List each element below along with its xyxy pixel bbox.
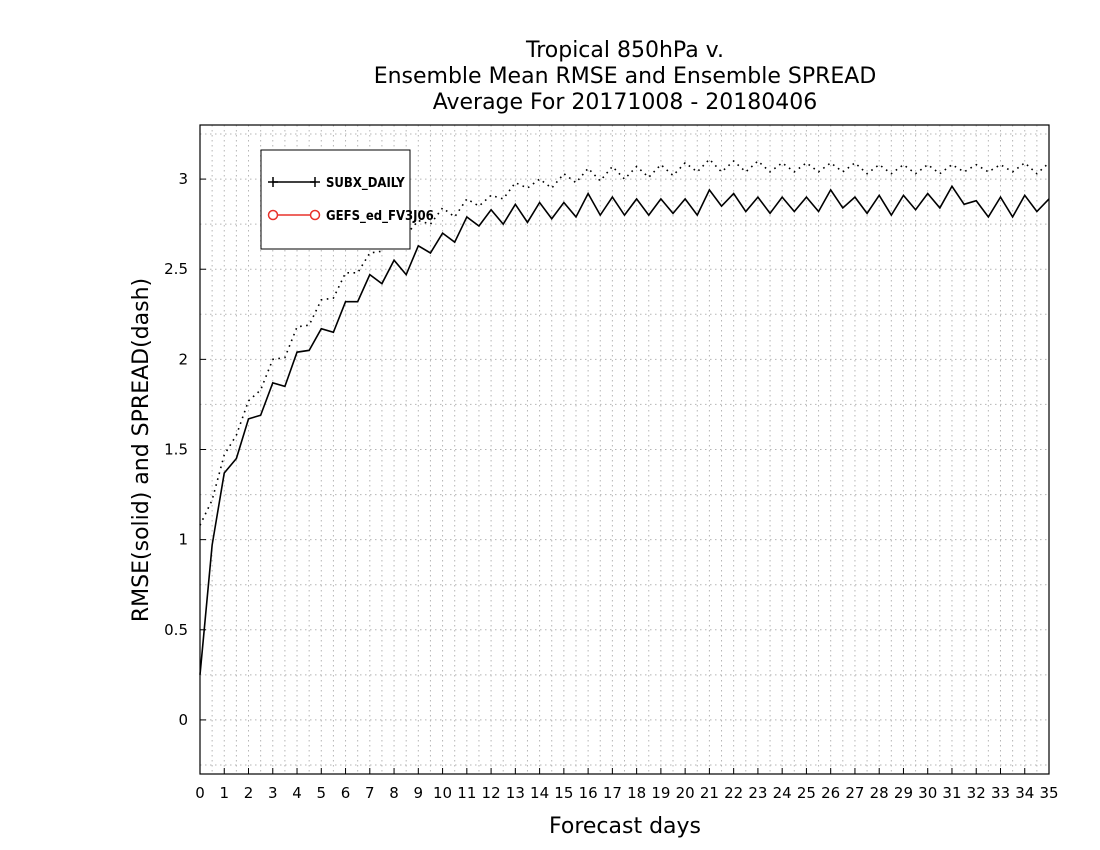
y-tick-label: 2.5 [164,260,188,278]
y-tick-label: 0.5 [164,621,188,639]
x-tick-label: 5 [317,784,327,802]
x-tick-label: 0 [195,784,205,802]
plus-marker-icon [268,177,320,187]
x-axis-label: Forecast days [549,814,701,839]
circle-marker-icon [267,209,279,221]
circle-marker-icon [309,209,321,221]
x-tick-label: 32 [967,784,986,802]
x-tick-label: 35 [1039,784,1058,802]
x-tick-label: 1 [219,784,229,802]
x-tick-label: 15 [554,784,573,802]
x-tick-label: 27 [845,784,864,802]
x-tick-label: 8 [389,784,399,802]
x-tick-label: 23 [748,784,767,802]
y-tick-label: 1 [178,531,188,549]
x-tick-label: 22 [724,784,743,802]
x-tick-label: 16 [579,784,598,802]
x-tick-label: 18 [627,784,646,802]
y-axis-label: RMSE(solid) and SPREAD(dash) [129,278,154,622]
x-tick-label: 20 [676,784,695,802]
chart-title-line-3: Average For 20171008 - 20180406 [433,90,818,115]
x-tick-label: 24 [773,784,792,802]
y-tick-label: 3 [178,170,188,188]
y-tick-label: 0 [178,711,188,729]
x-tick-label: 26 [821,784,840,802]
series-line-spread [199,158,1050,526]
x-tick-label: 9 [414,784,424,802]
series-line-rmse [199,184,1050,675]
x-tick-label: 19 [651,784,670,802]
legend: SUBX_DAILY GEFS_ed_FV3J06 [260,149,434,250]
y-tick-label: 1.5 [164,441,188,459]
x-tick-label: 17 [603,784,622,802]
legend-box [260,149,411,250]
x-tick-label: 10 [433,784,452,802]
x-tick-label: 33 [991,784,1010,802]
x-tick-label: 7 [365,784,375,802]
series-layer [199,158,1050,675]
x-tick-label: 12 [482,784,501,802]
x-tick-label: 2 [244,784,254,802]
chart-title-line-1: Tropical 850hPa v. [525,38,724,63]
grid [200,125,1049,774]
legend-item-subx: SUBX_DAILY [268,176,405,191]
x-axis: 0 1 2 3 4 5 6 7 8 9 10 11 12 13 14 15 16 17 18 19 20 21 22 23 24… [195,768,1059,802]
y-tick-label: 2 [178,350,188,368]
x-tick-label: 13 [506,784,525,802]
x-tick-label: 14 [530,784,549,802]
x-tick-label: 25 [797,784,816,802]
y-axis: 0 0.5 1 1.5 2 2.5 3 [164,170,206,729]
legend-label-gefs: GEFS_ed_FV3J06 [326,209,434,224]
x-tick-label: 31 [942,784,961,802]
x-tick-label: 29 [894,784,913,802]
x-tick-label: 11 [457,784,476,802]
x-tick-label: 3 [268,784,278,802]
x-tick-label: 30 [918,784,937,802]
chart-title-line-2: Ensemble Mean RMSE and Ensemble SPREAD [374,64,877,89]
x-tick-label: 6 [341,784,351,802]
x-tick-label: 34 [1015,784,1034,802]
x-tick-label: 21 [700,784,719,802]
legend-item-gefs: GEFS_ed_FV3J06 [267,209,434,224]
x-tick-label: 28 [870,784,889,802]
chart-title: Tropical 850hPa v. Ensemble Mean RMSE an… [374,38,877,115]
legend-label-subx: SUBX_DAILY [326,176,405,191]
x-tick-label: 4 [292,784,302,802]
